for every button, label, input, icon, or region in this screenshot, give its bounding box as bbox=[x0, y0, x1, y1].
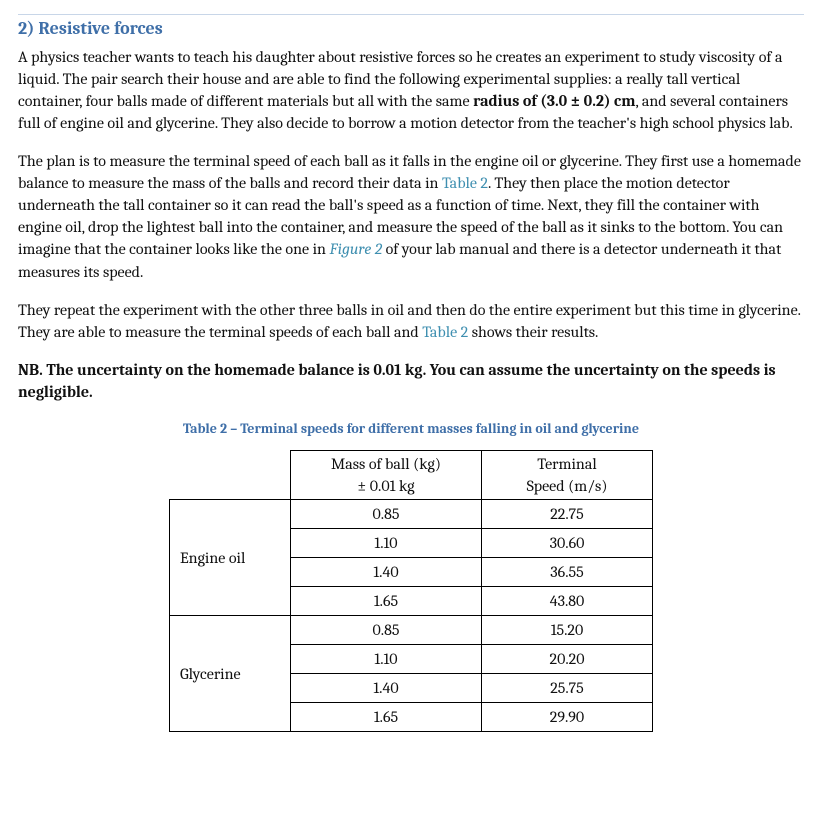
p3-text-a: They repeat the experiment with the othe… bbox=[18, 301, 800, 341]
mass-cell: 0.85 bbox=[291, 616, 482, 645]
speed-cell: 29.90 bbox=[482, 703, 653, 732]
paragraph-1: A physics teacher wants to teach his dau… bbox=[18, 46, 804, 134]
liquid-cell-glycerine: Glycerine bbox=[170, 616, 291, 732]
mass-cell: 1.65 bbox=[291, 703, 482, 732]
mass-cell: 1.10 bbox=[291, 645, 482, 674]
liquid-cell-oil: Engine oil bbox=[170, 500, 291, 616]
data-table: Mass of ball (kg) ± 0.01 kg Terminal Spe… bbox=[169, 450, 653, 732]
speed-cell: 20.20 bbox=[482, 645, 653, 674]
mass-cell: 1.40 bbox=[291, 674, 482, 703]
table-row: Engine oil 0.85 22.75 bbox=[170, 500, 653, 529]
paragraph-3: They repeat the experiment with the othe… bbox=[18, 299, 804, 343]
ref-figure-2: Figure 2 bbox=[329, 240, 382, 258]
table-header-row: Mass of ball (kg) ± 0.01 kg Terminal Spe… bbox=[170, 451, 653, 500]
speed-cell: 43.80 bbox=[482, 587, 653, 616]
speed-cell: 30.60 bbox=[482, 529, 653, 558]
header-speed: Terminal Speed (m/s) bbox=[482, 451, 653, 500]
p1-bold: radius of (3.0 ± 0.2) cm bbox=[473, 92, 635, 110]
mass-cell: 1.40 bbox=[291, 558, 482, 587]
header-mass: Mass of ball (kg) ± 0.01 kg bbox=[291, 451, 482, 500]
speed-cell: 22.75 bbox=[482, 500, 653, 529]
header-mass-line1: Mass of ball (kg) bbox=[331, 455, 441, 473]
table-caption: Table 2 – Terminal speeds for different … bbox=[18, 419, 804, 438]
table-wrapper: Mass of ball (kg) ± 0.01 kg Terminal Spe… bbox=[18, 450, 804, 732]
paragraph-2: The plan is to measure the terminal spee… bbox=[18, 150, 804, 282]
header-speed-line1: Terminal bbox=[537, 455, 596, 473]
header-speed-line2: Speed (m/s) bbox=[527, 477, 608, 495]
mass-cell: 1.65 bbox=[291, 587, 482, 616]
mass-cell: 0.85 bbox=[291, 500, 482, 529]
header-empty bbox=[170, 451, 291, 500]
header-mass-line2: ± 0.01 kg bbox=[357, 477, 414, 495]
speed-cell: 15.20 bbox=[482, 616, 653, 645]
top-rule bbox=[18, 14, 804, 15]
mass-cell: 1.10 bbox=[291, 529, 482, 558]
nb-text: NB. The uncertainty on the homemade bala… bbox=[18, 361, 776, 401]
nb-paragraph: NB. The uncertainty on the homemade bala… bbox=[18, 359, 804, 403]
p3-text-b: shows their results. bbox=[468, 323, 598, 341]
section-heading: 2) Resistive forces bbox=[18, 17, 804, 42]
ref-table-2a: Table 2 bbox=[442, 174, 488, 192]
ref-table-2b: Table 2 bbox=[422, 323, 468, 341]
speed-cell: 25.75 bbox=[482, 674, 653, 703]
table-row: Glycerine 0.85 15.20 bbox=[170, 616, 653, 645]
speed-cell: 36.55 bbox=[482, 558, 653, 587]
